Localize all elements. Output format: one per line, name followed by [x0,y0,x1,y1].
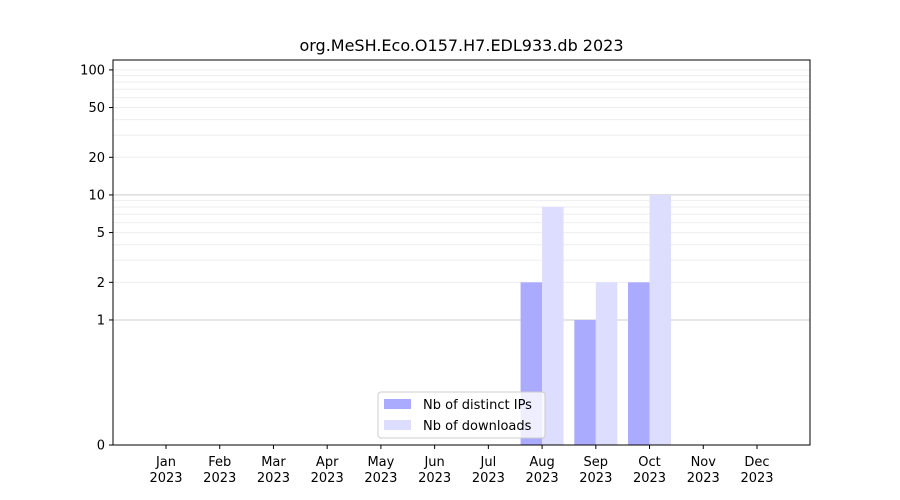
legend-label: Nb of downloads [423,419,532,434]
x-tick-label: Mar 2023 [257,455,290,486]
x-tick-label: Aug 2023 [526,455,559,486]
y-tick-label: 2 [97,276,105,291]
x-tick-label: Nov 2023 [687,455,720,486]
x-tick-label: Dec 2023 [740,455,773,486]
grid-lines [113,69,810,321]
x-tick-label: Jun 2023 [418,455,451,486]
x-tick-label: Sep 2023 [579,455,612,486]
y-tick-label: 1 [97,313,105,328]
bar-distinct-ips [628,282,650,445]
y-tick-label: 50 [88,101,105,116]
bar-distinct-ips [574,319,596,445]
legend-label: Nb of distinct IPs [423,398,532,413]
chart-title: org.MeSH.Eco.O157.H7.EDL933.db 2023 [299,36,623,55]
legend: Nb of distinct IPs Nb of downloads [377,391,546,439]
x-tick-label: Jan 2023 [149,455,182,486]
x-tick-label: Feb 2023 [203,455,236,486]
x-tick-label: Oct 2023 [633,455,666,486]
y-tick-label: 20 [88,151,105,166]
y-tick-label: 10 [88,188,105,203]
legend-swatch [384,420,411,430]
x-tick-label: Apr 2023 [311,455,344,486]
y-tick-label: 0 [97,439,105,454]
y-axis: 0 1 2 5 10 20 50 100 [80,63,113,454]
y-tick-label: 5 [97,226,105,241]
legend-box [377,391,546,439]
bar-downloads [595,282,618,445]
plot-frame [112,59,811,446]
bar-downloads [542,207,564,445]
bar-downloads [649,194,672,445]
x-tick-label: May 2023 [364,455,397,486]
x-axis: Jan 2023 Feb 2023 Mar 2023 Apr 2023 May 2023 Jun 20… [149,445,774,486]
legend-swatch [384,399,411,409]
y-tick-label: 100 [80,63,105,78]
x-tick-label: Jul 2023 [472,455,505,486]
